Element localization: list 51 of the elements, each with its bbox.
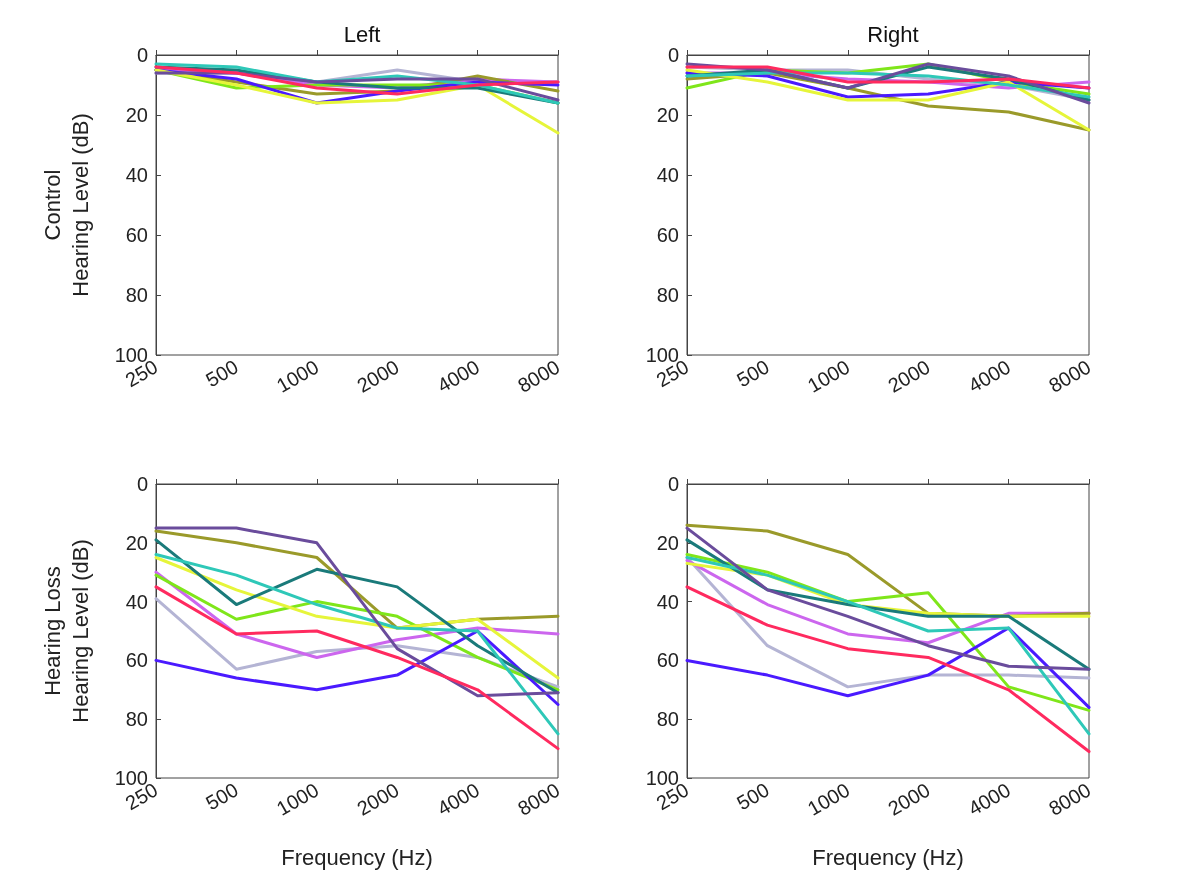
- x-tick-label: 4000: [964, 778, 1015, 820]
- y-tick-label: 60: [656, 224, 679, 246]
- x-tick-label: 2000: [353, 778, 403, 820]
- x-tick-label: 2000: [884, 355, 934, 397]
- y-tick-label: 40: [125, 590, 148, 613]
- y-axis-title: Hearing Loss Hearing Level (dB): [39, 539, 93, 723]
- chart-title: Left: [343, 21, 381, 47]
- y-tick-label: 20: [656, 104, 679, 126]
- x-tick-label: 8000: [513, 355, 564, 397]
- y-tick-label: 60: [125, 649, 148, 672]
- x-tick-label: 1000: [803, 778, 854, 820]
- y-tick-label: 60: [125, 224, 148, 246]
- y-tick-label: 0: [667, 473, 679, 495]
- y-tick-label: 60: [656, 649, 679, 672]
- x-tick-label: 1000: [803, 355, 854, 397]
- x-tick-label: 4000: [964, 355, 1015, 397]
- chart-title: Right: [867, 21, 919, 47]
- y-tick-label: 80: [656, 708, 679, 731]
- y-tick-label: 40: [125, 164, 148, 186]
- x-axis-title: Frequency (Hz): [812, 844, 964, 870]
- x-tick-label: 500: [733, 355, 773, 392]
- y-tick-label: 20: [125, 104, 148, 126]
- y-tick-label: 40: [656, 164, 679, 186]
- y-tick-label: 20: [125, 531, 148, 554]
- x-tick-label: 4000: [433, 778, 484, 820]
- y-tick-label: 40: [656, 590, 679, 613]
- y-tick-label: 80: [125, 708, 148, 731]
- y-tick-label: 0: [136, 44, 148, 66]
- x-tick-label: 500: [202, 778, 242, 815]
- x-tick-label: 2000: [884, 778, 934, 820]
- x-tick-label: 1000: [272, 355, 323, 397]
- y-tick-label: 20: [656, 531, 679, 554]
- x-tick-label: 2000: [353, 355, 403, 397]
- y-axis-title: Control Hearing Level (dB): [39, 113, 93, 297]
- y-tick-label: 80: [656, 284, 679, 306]
- x-axis-title: Frequency (Hz): [281, 844, 433, 870]
- x-tick-label: 500: [733, 778, 773, 815]
- x-tick-label: 500: [202, 355, 242, 392]
- x-tick-label: 8000: [1044, 355, 1095, 397]
- x-tick-label: 1000: [272, 778, 323, 820]
- line-series: [154, 553, 560, 736]
- line-series: [154, 629, 560, 706]
- line-series: [685, 585, 1091, 754]
- x-tick-label: 4000: [433, 355, 484, 397]
- y-tick-label: 0: [136, 473, 148, 495]
- line-series: [154, 585, 560, 751]
- x-tick-label: 8000: [1044, 778, 1095, 820]
- y-tick-label: 0: [667, 44, 679, 66]
- line-series: [685, 65, 1091, 90]
- x-tick-label: 8000: [513, 778, 564, 820]
- y-tick-label: 80: [125, 284, 148, 306]
